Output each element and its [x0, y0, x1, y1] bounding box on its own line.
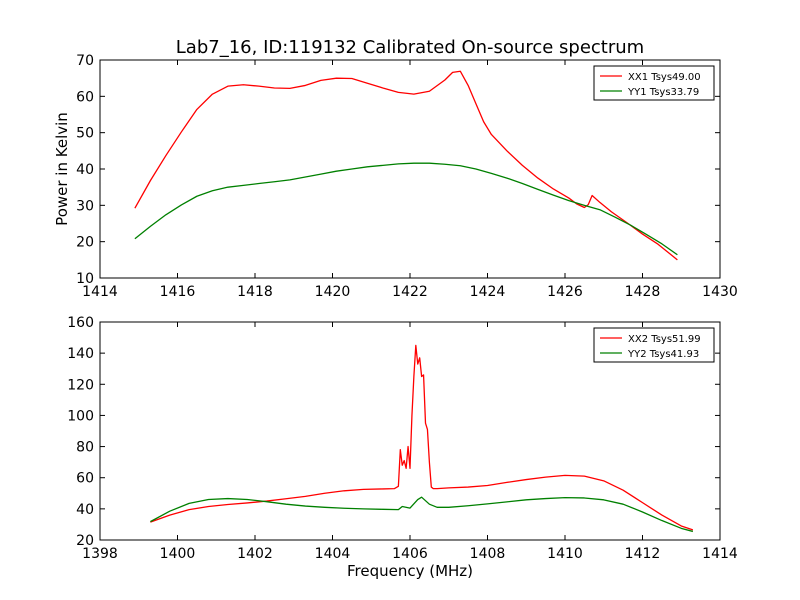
x-axis-label: Frequency (MHz) — [347, 562, 473, 580]
y-tick-label: 20 — [76, 533, 94, 549]
x-tick-label: 1414 — [702, 546, 738, 562]
y-tick-label: 60 — [76, 471, 94, 487]
y-tick-label: 30 — [76, 198, 94, 214]
y-tick-label: 40 — [76, 502, 94, 518]
legend-entry: YY2 Tsys41.93 — [627, 349, 699, 360]
legend-box — [593, 65, 715, 101]
x-tick-label: 1430 — [702, 284, 738, 300]
x-tick-label: 1418 — [237, 284, 273, 300]
y-tick-label: 50 — [76, 126, 94, 142]
series-line-2 — [150, 496, 694, 533]
x-tick-label: 1426 — [547, 284, 583, 300]
x-tick-label: 1414 — [82, 284, 118, 300]
x-tick-label: 1424 — [470, 284, 506, 300]
top-plot: 1414 1416 1418 1420 1422 1424 1426 1428 1430 10 20… — [53, 53, 738, 300]
x-tick-label: 1428 — [625, 284, 661, 300]
legend-box — [593, 327, 715, 363]
y-tick-label: 70 — [76, 53, 94, 69]
x-tick-label: 1400 — [160, 546, 196, 562]
y-axis-label: Power in Kelvin — [53, 112, 71, 226]
y-tick-label: 160 — [67, 315, 94, 331]
x-tick-label: 1412 — [625, 546, 661, 562]
x-tick-label: 1420 — [315, 284, 351, 300]
y-tick-label: 140 — [67, 346, 94, 362]
x-tick-label: 1398 — [82, 546, 118, 562]
series-line-1 — [150, 344, 694, 531]
x-tick-label: 1406 — [392, 546, 428, 562]
y-tick-label: 80 — [76, 440, 94, 456]
legend-entry: XX2 Tsys51.99 — [628, 334, 701, 345]
legend-entry: YY1 Tsys33.79 — [627, 87, 699, 98]
x-tick-label: 1416 — [160, 284, 196, 300]
series-line-2 — [134, 162, 678, 256]
y-tick-label: 120 — [67, 377, 94, 393]
y-tick-label: 10 — [76, 271, 94, 287]
figure-title: Lab7_16, ID:119132 Calibrated On-source … — [176, 37, 644, 58]
y-tick-label: 100 — [67, 408, 94, 424]
x-tick-label: 1408 — [470, 546, 506, 562]
y-tick-label: 40 — [76, 162, 94, 178]
y-tick-label: 60 — [76, 89, 94, 105]
series-line-1 — [134, 70, 678, 261]
x-tick-label: 1404 — [315, 546, 351, 562]
bottom-plot: 1398 1400 1402 1404 1406 1408 1410 1412 1414 20 40… — [67, 315, 738, 580]
x-tick-label: 1422 — [392, 284, 428, 300]
x-tick-label: 1410 — [547, 546, 583, 562]
x-tick-label: 1402 — [237, 546, 273, 562]
legend-entry: XX1 Tsys49.00 — [628, 72, 701, 83]
y-tick-label: 20 — [76, 235, 94, 251]
